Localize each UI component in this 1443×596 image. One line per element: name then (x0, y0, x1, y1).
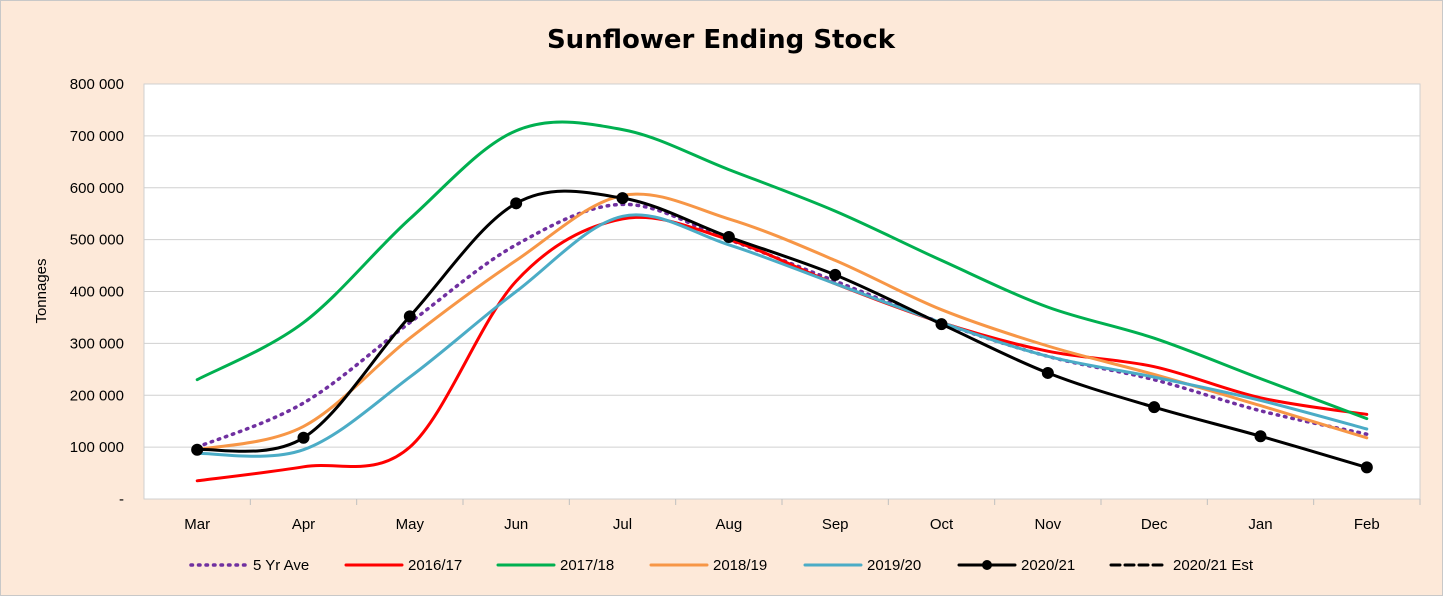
x-tick-label: Oct (930, 516, 954, 533)
y-tick-label: 500 000 (70, 232, 124, 249)
legend-marker-2020-21 (982, 560, 992, 570)
data-point-2020-21 (1041, 366, 1054, 379)
y-tick-label: 400 000 (70, 284, 124, 301)
data-point-2020-21 (616, 192, 629, 205)
x-tick-label: Apr (292, 516, 315, 533)
data-point-2020-21 (722, 231, 735, 244)
series-line-2017-18 (195, 120, 1369, 421)
y-tick-label: 200 000 (70, 387, 124, 404)
legend-label-2020-21-est: 2020/21 Est (1173, 557, 1254, 574)
data-point-2020-21 (935, 318, 948, 331)
series-line-2018-19 (195, 192, 1369, 452)
y-axis-ticks: - 100 000 200 000 300 000 400 000 500 000 600 … (70, 76, 124, 508)
x-tick-label: Mar (184, 516, 210, 533)
x-tick-label: Aug (715, 516, 742, 533)
x-tick-label: Jan (1248, 516, 1272, 533)
y-tick-label: 300 000 (70, 335, 124, 352)
legend-label-2020-21: 2020/21 (1021, 557, 1075, 574)
legend-label-2017-18: 2017/18 (560, 557, 614, 574)
x-tick-label: Jul (613, 516, 632, 533)
data-point-2020-21 (510, 197, 523, 210)
legend-label-2016-17: 2016/17 (408, 557, 462, 574)
data-point-2020-21 (297, 431, 310, 444)
legend-label-2019-20: 2019/20 (867, 557, 921, 574)
chart-title: Sunflower Ending Stock (547, 25, 896, 55)
x-tick-label: May (396, 516, 425, 533)
data-point-2020-21 (1360, 461, 1373, 474)
x-tick-label: Feb (1354, 516, 1380, 533)
series-line-2016-17 (195, 215, 1369, 483)
data-point-2020-21 (1254, 430, 1267, 443)
x-tick-label: Sep (822, 516, 849, 533)
legend: 5 Yr Ave 2016/17 2017/18 2018/19 2019/20 2020… (189, 557, 1254, 574)
series-layer (191, 120, 1373, 483)
y-axis-label: Tonnages (33, 258, 50, 323)
y-tick-label: - (119, 491, 124, 508)
legend-label-5-yr-ave: 5 Yr Ave (253, 557, 309, 574)
y-tick-label: 600 000 (70, 180, 124, 197)
x-axis-ticks: Mar Apr May Jun Jul Aug Sep Oct Nov Dec Jan Feb (184, 499, 1421, 533)
x-tick-label: Jun (504, 516, 528, 533)
series-line-2019-20 (195, 213, 1369, 458)
legend-label-2018-19: 2018/19 (713, 557, 767, 574)
x-tick-label: Nov (1034, 516, 1061, 533)
y-tick-label: 700 000 (70, 128, 124, 145)
data-point-2020-21 (191, 443, 204, 456)
y-tick-label: 100 000 (70, 439, 124, 456)
data-point-2020-21 (1148, 401, 1161, 414)
y-tick-label: 800 000 (70, 76, 124, 93)
x-tick-label: Dec (1141, 516, 1168, 533)
data-point-2020-21 (829, 268, 842, 281)
data-point-2020-21 (403, 310, 416, 323)
